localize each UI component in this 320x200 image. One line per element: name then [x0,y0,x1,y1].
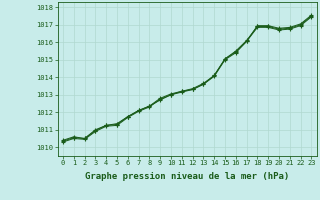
X-axis label: Graphe pression niveau de la mer (hPa): Graphe pression niveau de la mer (hPa) [85,172,289,181]
